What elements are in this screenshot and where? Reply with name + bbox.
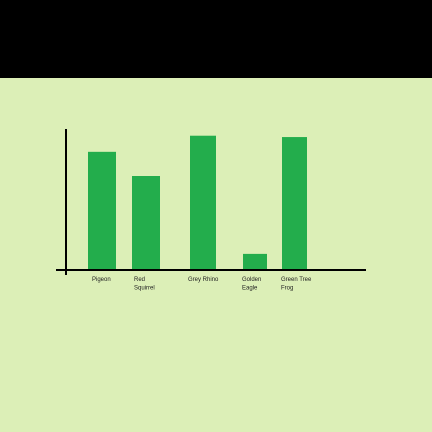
- x-tick-label-4: Green Tree Frog: [281, 277, 312, 292]
- top-black-band: [0, 0, 432, 78]
- labels-layer: Pigeon Red Squirrel Grey Rhino Golden Eagle Gr…: [92, 277, 312, 292]
- x-tick-label-line: Red: [134, 277, 145, 283]
- x-tick-label-3: Golden Eagle: [242, 277, 261, 292]
- x-tick-label-line: Squirrel: [134, 286, 155, 292]
- bars-layer: [88, 135, 307, 270]
- x-tick-label-line: Pigeon: [92, 277, 111, 283]
- x-tick-label-line: Eagle: [242, 286, 258, 292]
- bar-3: [243, 253, 267, 270]
- bar-4: [282, 137, 307, 270]
- x-tick-label-line: Grey Rhino: [188, 277, 219, 283]
- bar-1: [132, 176, 160, 270]
- x-tick-label-line: Frog: [281, 286, 293, 292]
- bar-2: [190, 135, 216, 270]
- x-tick-label-0: Pigeon: [92, 277, 111, 283]
- x-tick-label-line: Golden: [242, 277, 261, 283]
- x-tick-label-line: Green Tree: [281, 277, 312, 283]
- bar-0: [88, 151, 116, 270]
- chart-panel: Pigeon Red Squirrel Grey Rhino Golden Eagle Gr…: [0, 78, 432, 432]
- bar-chart: Pigeon Red Squirrel Grey Rhino Golden Eagle Gr…: [0, 78, 432, 432]
- x-tick-label-2: Grey Rhino: [188, 277, 219, 283]
- x-tick-label-1: Red Squirrel: [134, 277, 155, 292]
